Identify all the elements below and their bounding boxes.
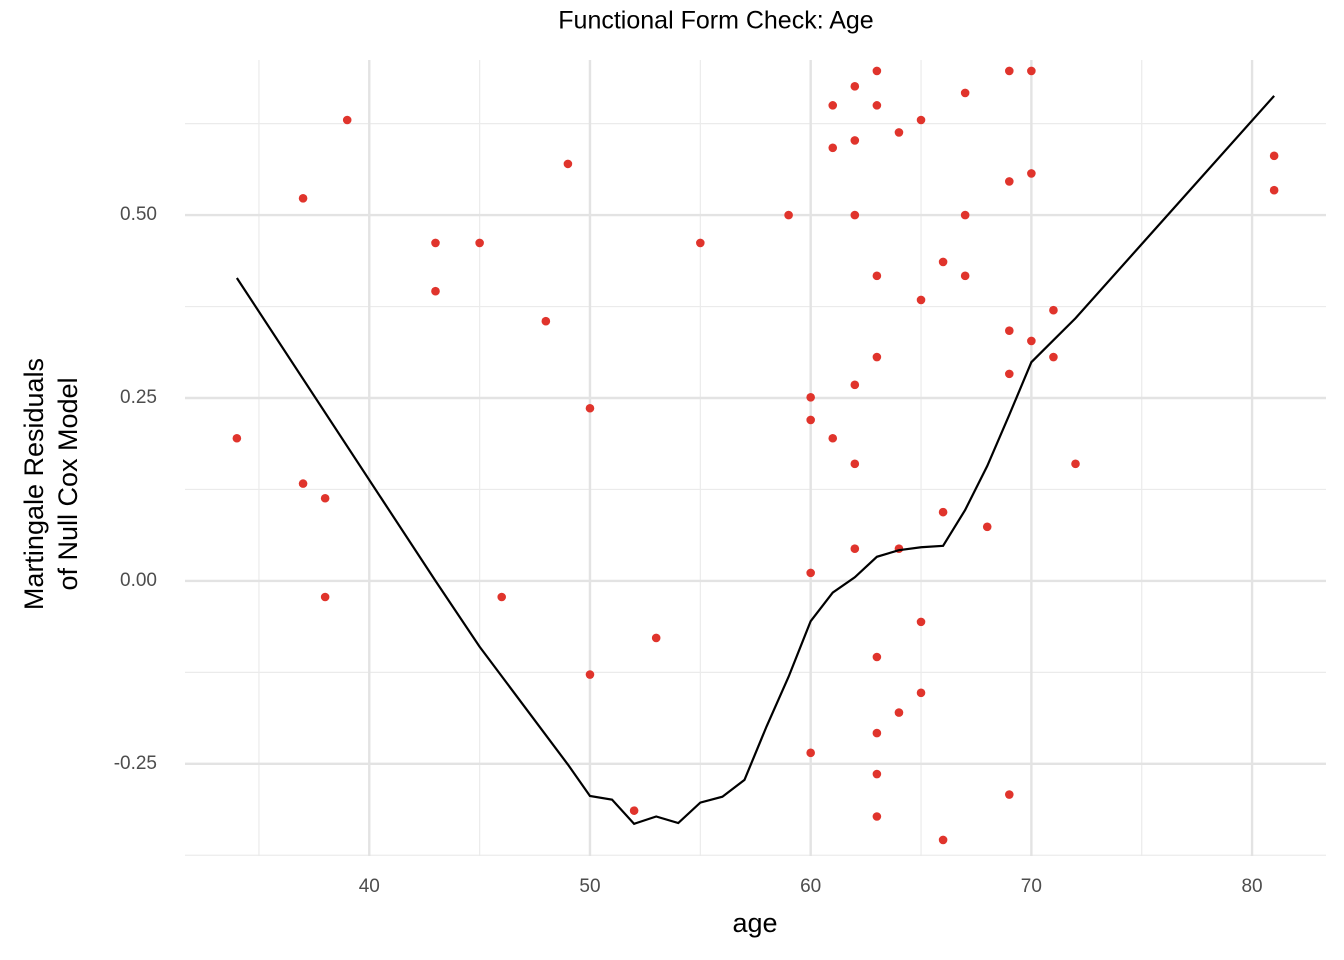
point [1005,790,1014,799]
point [872,728,882,738]
point [806,415,815,425]
point [850,459,860,469]
point [497,592,506,602]
point [585,403,595,413]
y-tick-label: 0.25 [120,387,157,408]
point [232,433,242,443]
point [938,507,948,517]
point [1269,185,1279,195]
x-tick-label: 70 [1021,876,1042,897]
point [872,352,882,362]
point [563,159,573,169]
point [806,748,815,758]
point [1005,177,1014,186]
y-tick-label: -0.25 [114,753,157,774]
point [1005,326,1014,335]
point [320,592,330,602]
point [960,271,970,281]
point [916,688,926,698]
point [894,708,904,717]
point [1027,66,1036,76]
point [872,812,882,821]
point [872,101,882,110]
point [431,286,440,296]
point [960,88,970,98]
point [916,115,926,125]
y-axis-title: Martingale Residuals [19,358,49,610]
point [320,493,330,503]
smooth-line [235,95,1275,826]
point [1049,352,1058,362]
point [784,210,793,220]
point [938,835,948,845]
point [850,210,860,220]
point [585,670,595,679]
x-axis-title: age [732,908,777,938]
point [960,210,970,220]
y-tick-label: 0.00 [120,570,157,591]
point [431,238,440,248]
point [872,271,882,281]
point [828,101,838,110]
point [894,128,904,137]
point [916,295,926,305]
point [629,806,639,815]
point [475,238,484,248]
point [982,522,992,532]
point [872,769,882,779]
chart-title: Functional Form Check: Age [558,7,873,35]
x-tick-label: 60 [800,876,821,897]
point [1005,66,1014,76]
point [1027,336,1036,346]
point [938,257,948,267]
point [298,193,308,203]
point [1269,151,1279,161]
x-tick-label: 80 [1241,876,1262,897]
y-tick-label: 0.50 [120,204,157,225]
point [872,652,882,662]
point [1005,369,1014,379]
point [806,568,815,578]
x-tick-label: 50 [579,876,600,897]
point [696,238,705,248]
point [872,66,882,76]
point [806,392,815,402]
point [1027,169,1036,178]
point [850,82,860,91]
point [541,316,551,326]
point [916,617,926,627]
point [342,115,352,125]
point [1071,459,1080,469]
point [850,136,860,145]
y-axis-title: of Null Cox Model [53,377,83,590]
point [1049,305,1058,315]
point [850,544,860,554]
point [828,433,838,443]
point [850,380,860,390]
point [651,633,661,643]
point [298,479,308,488]
point [828,143,838,153]
x-tick-label: 40 [359,876,380,897]
